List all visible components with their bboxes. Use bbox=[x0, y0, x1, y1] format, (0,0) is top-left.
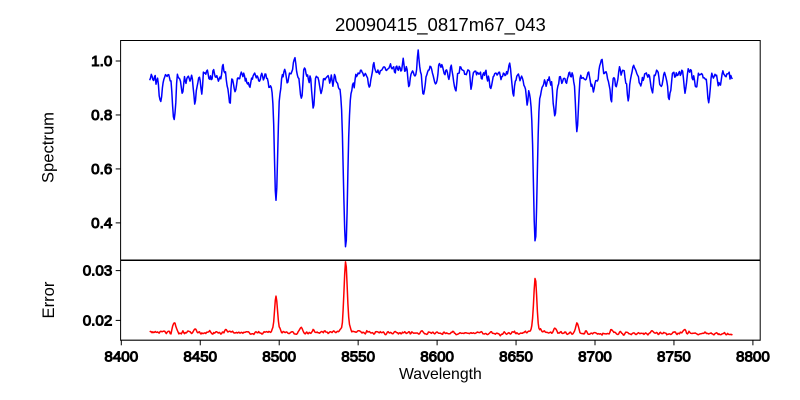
svg-text:Spectrum: Spectrum bbox=[39, 112, 58, 183]
svg-text:8800: 8800 bbox=[736, 349, 770, 366]
svg-text:0.8: 0.8 bbox=[91, 107, 112, 124]
svg-text:20090415_0817m67_043: 20090415_0817m67_043 bbox=[335, 14, 546, 36]
svg-text:8700: 8700 bbox=[578, 349, 612, 366]
svg-text:1.0: 1.0 bbox=[91, 53, 112, 70]
svg-text:0.4: 0.4 bbox=[91, 215, 112, 232]
svg-text:Error: Error bbox=[39, 281, 58, 318]
svg-text:8500: 8500 bbox=[262, 349, 296, 366]
svg-text:Wavelength: Wavelength bbox=[399, 366, 482, 383]
svg-text:8600: 8600 bbox=[420, 349, 454, 366]
svg-text:0.02: 0.02 bbox=[83, 312, 113, 329]
svg-text:0.03: 0.03 bbox=[83, 263, 113, 280]
svg-text:0.6: 0.6 bbox=[91, 161, 112, 178]
svg-text:8750: 8750 bbox=[657, 349, 691, 366]
svg-text:8400: 8400 bbox=[104, 349, 138, 366]
svg-text:8650: 8650 bbox=[499, 349, 533, 366]
svg-text:8450: 8450 bbox=[183, 349, 217, 366]
svg-text:8550: 8550 bbox=[341, 349, 375, 366]
